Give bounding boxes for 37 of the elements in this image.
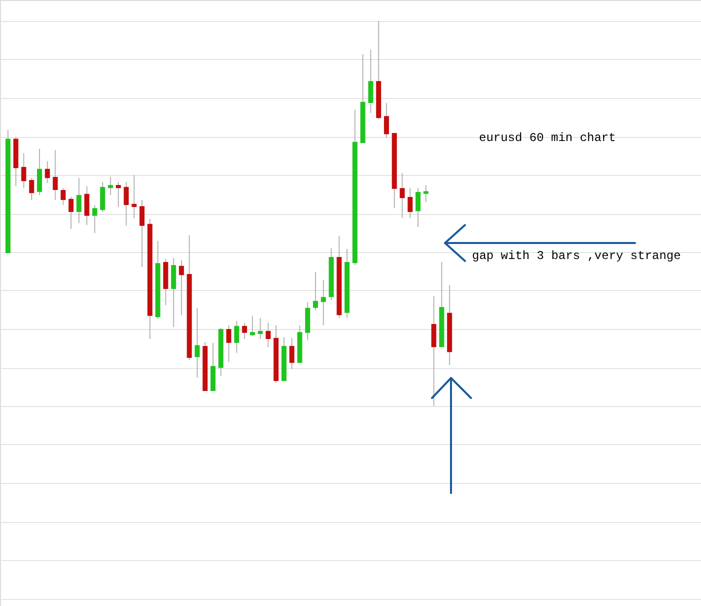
candlestick [52, 149, 58, 201]
candlestick [44, 160, 50, 184]
candlestick [250, 315, 255, 336]
candlestick [320, 280, 326, 326]
candlestick [178, 260, 184, 316]
candlestick [21, 152, 26, 189]
candlestick [313, 272, 318, 311]
candlestick [124, 181, 129, 226]
candlestick [400, 172, 405, 219]
candlestick [37, 148, 42, 196]
text: eurusd 60 min chart [479, 131, 616, 145]
candlestick [266, 322, 271, 348]
candlestick [368, 49, 374, 114]
candlestick [140, 200, 145, 268]
text: gap with 3 bars ,very strange [472, 249, 681, 263]
candlestick [76, 178, 82, 224]
candlestick [242, 322, 248, 340]
candlestick [226, 324, 232, 363]
candlestick [108, 176, 113, 196]
candlestick [431, 295, 436, 406]
candlestick [234, 320, 240, 354]
candlestick [100, 181, 106, 212]
candlestick [92, 204, 98, 234]
candlestick [116, 181, 121, 208]
candlestick [416, 188, 421, 228]
candlestick [171, 258, 176, 328]
candlestick [60, 188, 66, 206]
candlestick [84, 186, 90, 226]
candlestick [384, 102, 389, 139]
candlestick [132, 174, 137, 219]
candlestick [408, 188, 413, 219]
candlestick [68, 196, 74, 230]
candlestick [289, 337, 294, 370]
candlestick [29, 178, 34, 201]
candlestick [258, 317, 263, 340]
candlestick [423, 184, 428, 202]
candlestick [194, 307, 200, 378]
